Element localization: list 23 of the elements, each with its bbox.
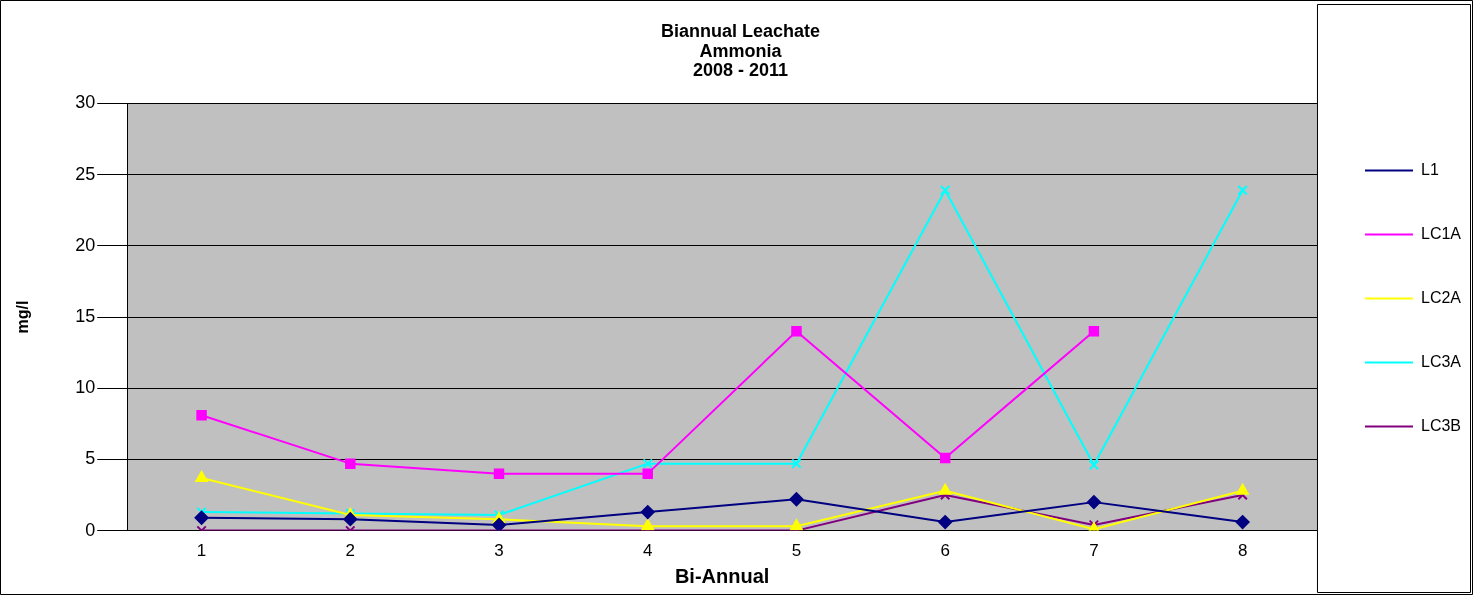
y-tick-label: 5 (85, 448, 96, 469)
x-tick-label: 4 (643, 541, 653, 561)
x-tick-label: 5 (791, 541, 802, 561)
legend-label: LC2A (1420, 288, 1462, 306)
x-tick-label: 1 (196, 541, 207, 561)
x-tick-label: 7 (1089, 541, 1099, 561)
y-tick-label: 30 (75, 92, 96, 113)
legend-label: LC3A (1420, 352, 1462, 370)
y-tick-label: 20 (75, 234, 96, 255)
x-tick-label: 8 (1237, 541, 1248, 561)
y-tick-label: 15 (75, 305, 96, 326)
x-tick-label: 3 (494, 541, 504, 561)
legend-label: LC3B (1420, 416, 1462, 434)
chart-title: Biannual Leachate Ammonia 2008 - 2011 (660, 20, 821, 81)
x-tick-label: 6 (940, 541, 950, 561)
legend-label: L1 (1420, 160, 1439, 178)
x-tick-label: 2 (345, 541, 356, 561)
x-axis-title: Bi-Annual (674, 564, 770, 587)
legend-label: LC1A (1420, 224, 1462, 242)
y-axis-title: mg/l (14, 300, 32, 334)
y-tick-label: 0 (85, 519, 96, 540)
y-tick-label: 25 (75, 163, 96, 184)
y-tick-label: 10 (75, 377, 96, 398)
